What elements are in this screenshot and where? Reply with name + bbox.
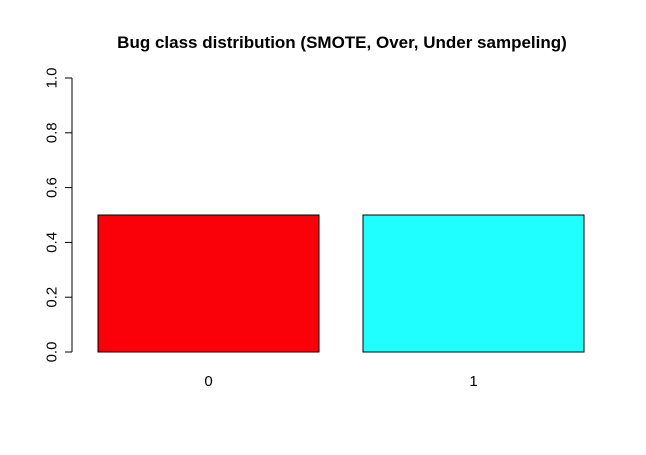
y-axis: 0.0 0.2 0.4 0.6 0.8 1.0 (44, 68, 73, 363)
x-tick-label: 0 (204, 373, 212, 390)
bar-1 (362, 214, 585, 353)
chart-title: Bug class distribution (SMOTE, Over, Und… (117, 33, 567, 52)
y-tick-label: 0.0 (44, 342, 61, 363)
y-tick-label: 0.8 (44, 122, 61, 143)
bars (97, 214, 585, 353)
y-tick-label: 0.6 (44, 177, 61, 198)
bar-0 (97, 214, 320, 353)
x-tick-label: 1 (469, 373, 477, 390)
y-tick-label: 0.4 (44, 232, 61, 253)
y-tick-label: 0.2 (44, 287, 61, 308)
y-tick-label: 1.0 (44, 68, 61, 89)
